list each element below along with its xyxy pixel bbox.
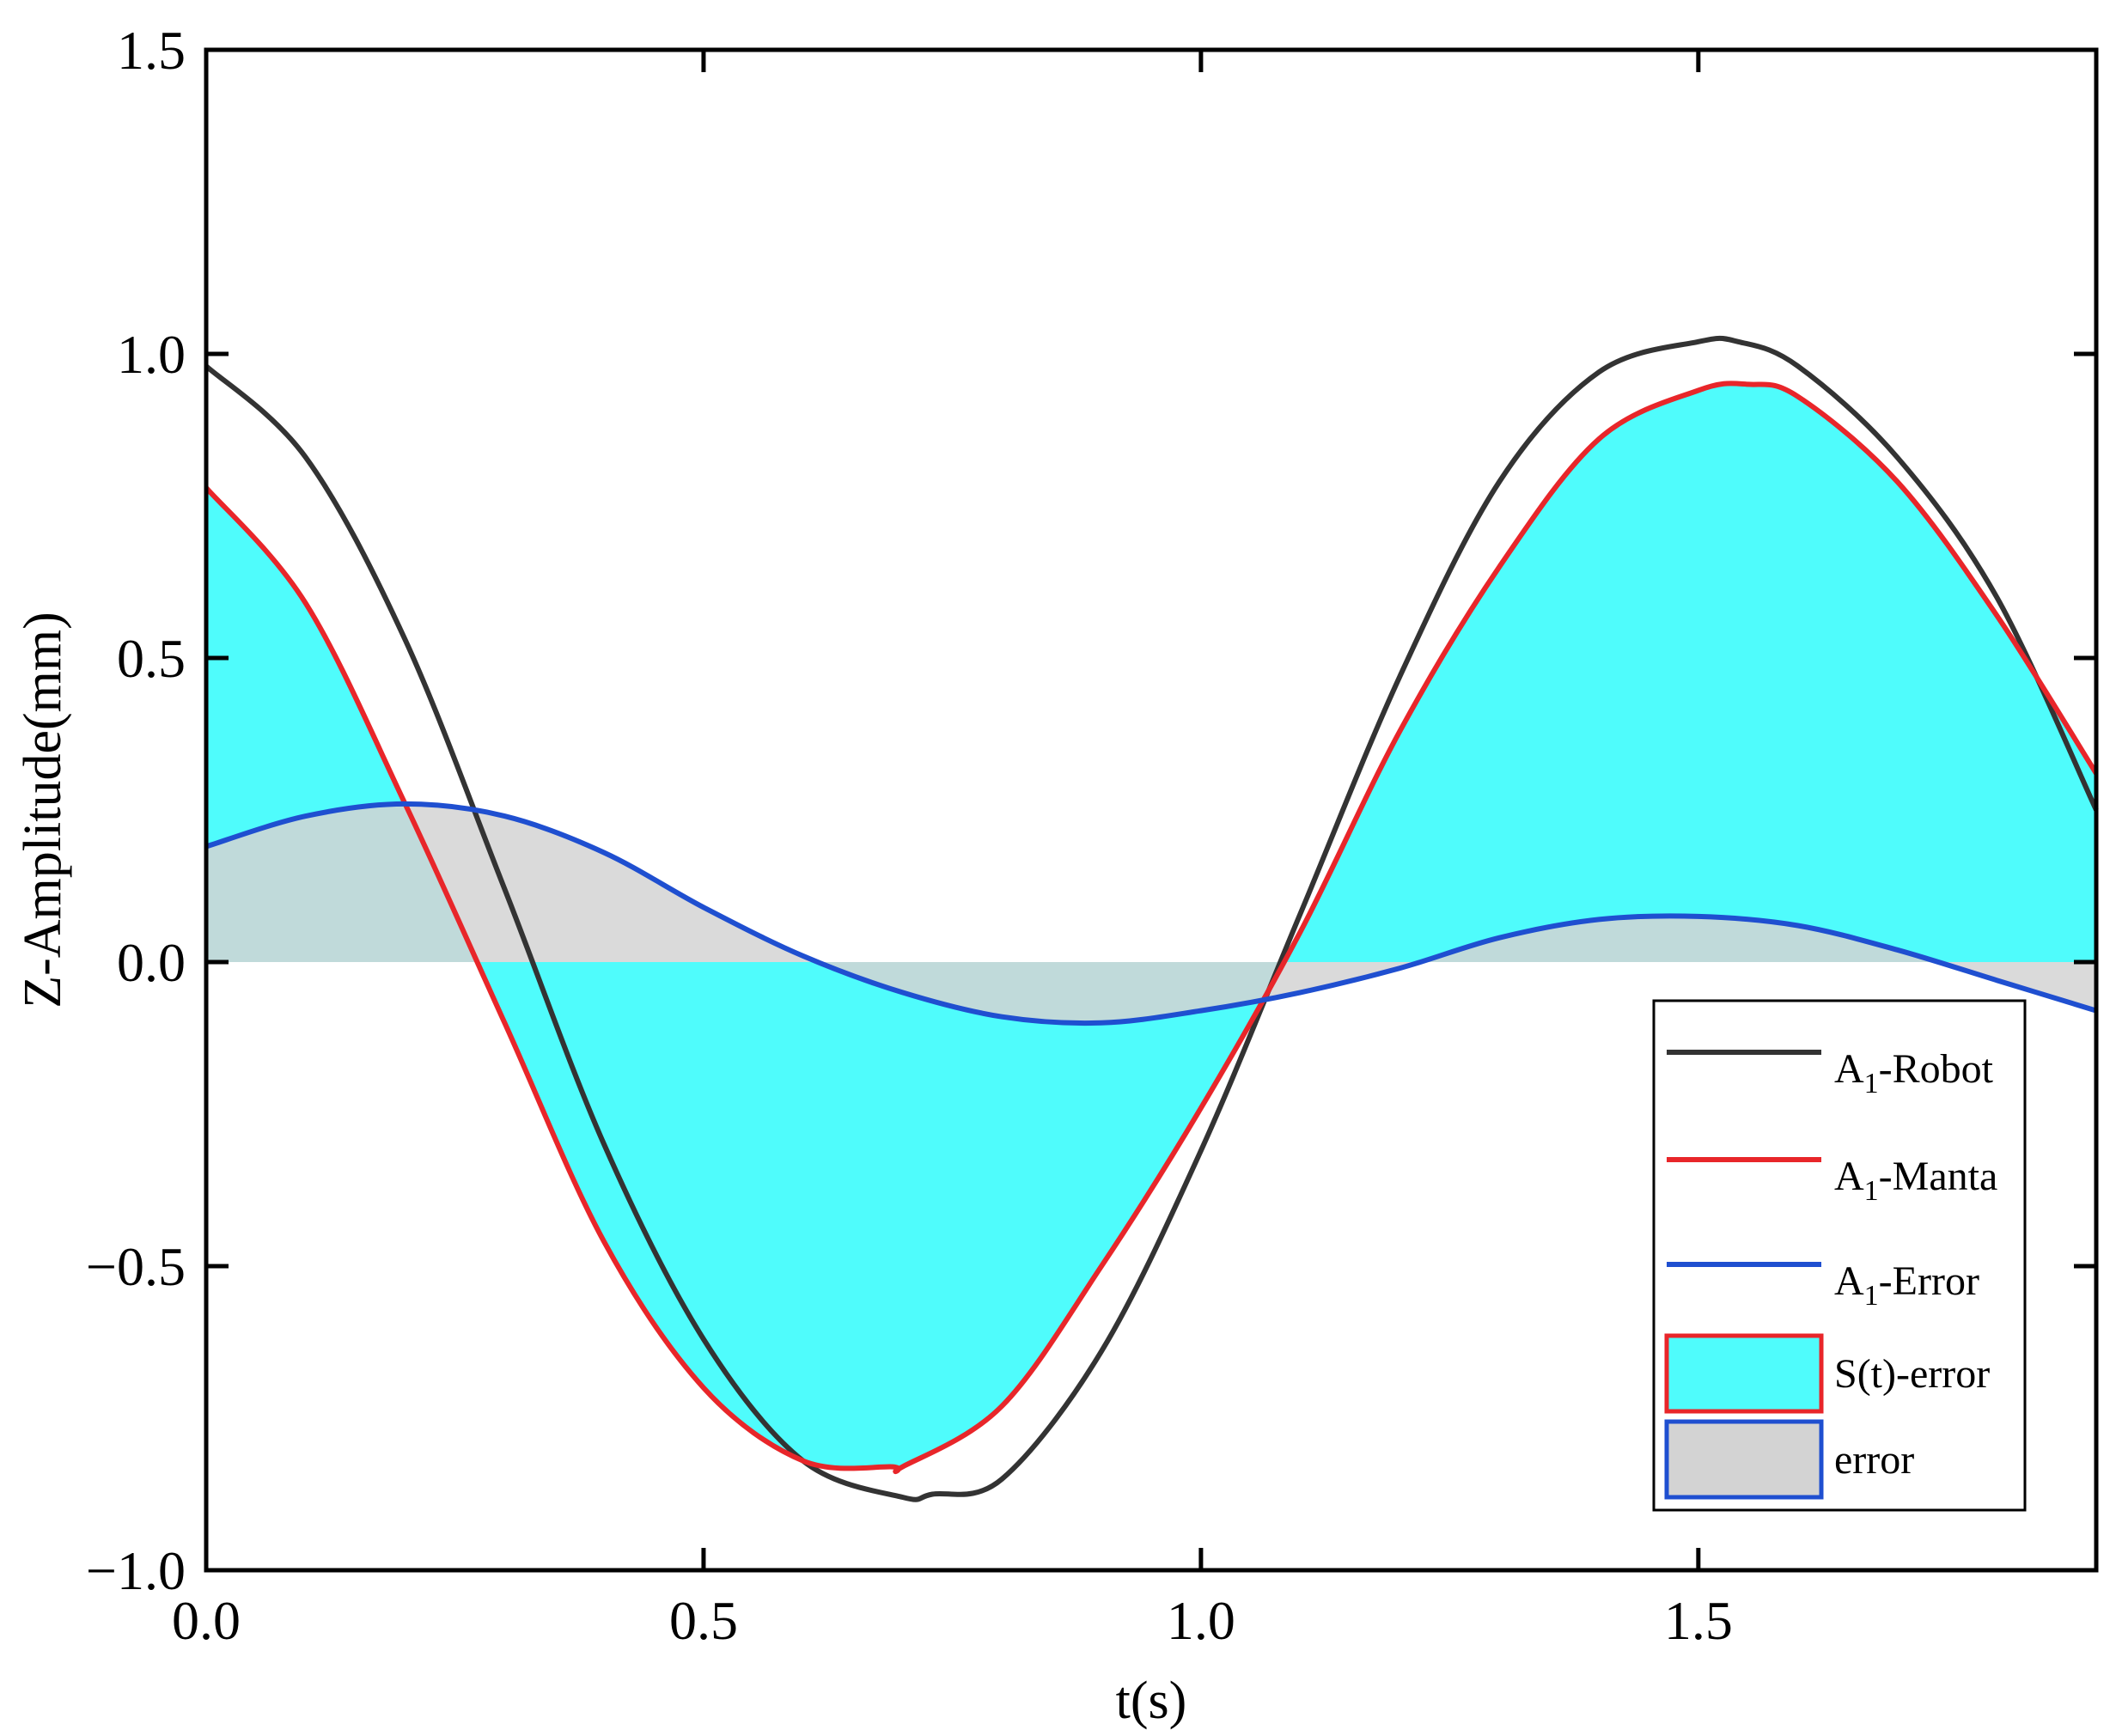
fill-area-2 [206, 803, 2096, 1024]
legend: A1-Robot A1-Manta A1-Error S(t)-error error [1652, 999, 2027, 1512]
x-tick-label: 0.5 [669, 1590, 738, 1651]
legend-label-1: A1-Robot [1834, 1046, 1994, 1099]
x-tick-label: 0.0 [172, 1590, 241, 1651]
series-line-2 [204, 381, 2099, 1475]
y-tick-label: 1.0 [117, 324, 186, 385]
legend-fill-swatch-1 [1664, 1333, 1824, 1414]
fill-area-1 [206, 383, 2096, 1472]
y-axis-label: Z-Amplitude(mm) [14, 612, 72, 1008]
series-line-1 [204, 335, 2099, 1502]
y-tick-label: 0.5 [117, 628, 186, 689]
x-tick-label: 1.5 [1664, 1590, 1733, 1651]
y-tick-label: 1.5 [117, 20, 186, 81]
x-tick-label: 1.0 [1167, 1590, 1235, 1651]
series-line-3 [205, 801, 2097, 1026]
series-lines [204, 335, 2099, 1502]
y-tick-label: 0.0 [117, 932, 186, 993]
plot-frame [204, 47, 2099, 1573]
fill-areas [206, 383, 2096, 1472]
legend-label-2: A1-Manta [1834, 1154, 1997, 1207]
legend-fill-label-2: error [1834, 1437, 1914, 1483]
axis-ticks: 0.0 0.5 1.0 1.5 −1.0 −0.5 0.0 0.5 1.0 1.5 [86, 20, 2096, 1651]
x-axis-label: t(s) [1116, 1672, 1187, 1730]
legend-fill-label-1: S(t)-error [1834, 1351, 1990, 1397]
legend-label-3: A1-Error [1834, 1258, 1979, 1312]
y-tick-label: −0.5 [86, 1236, 186, 1297]
legend-fill-swatch-2 [1664, 1419, 1824, 1500]
y-tick-label: −1.0 [86, 1540, 186, 1601]
